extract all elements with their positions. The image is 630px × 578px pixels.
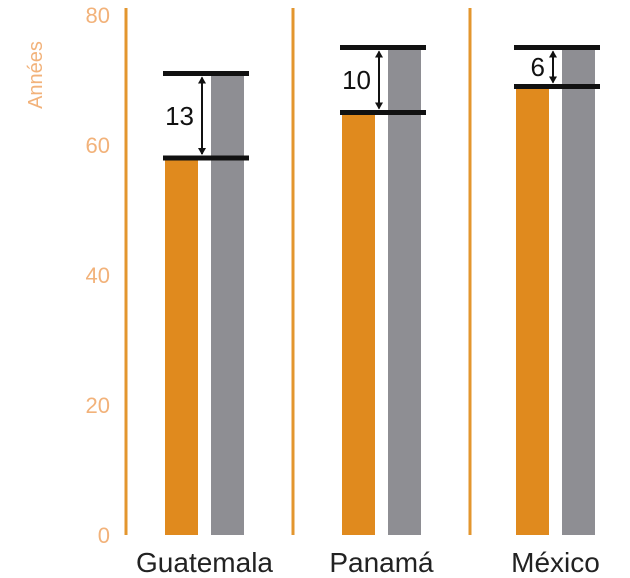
y-tick-label: 60	[86, 133, 110, 158]
gap-arrow-head-down	[549, 76, 557, 84]
gap-markers: 13 10 6	[163, 45, 600, 161]
y-tick-label: 20	[86, 393, 110, 418]
gap-label: 6	[531, 52, 545, 82]
category-label: Panamá	[329, 547, 434, 578]
bar-series-1	[342, 112, 375, 535]
category-label: México	[511, 547, 600, 578]
panel-separators	[124, 8, 472, 535]
gap-arrow-head-up	[375, 50, 383, 58]
y-tick-label: 40	[86, 263, 110, 288]
gap-arrow-head-down	[198, 148, 206, 155]
bar-series-2	[388, 47, 421, 535]
bar-series-2	[562, 47, 595, 535]
y-ticks: 0 20 40 60 80	[86, 3, 110, 548]
bars	[165, 47, 595, 535]
gap-arrow-head-down	[375, 102, 383, 110]
category-labels: Guatemala Panamá México	[136, 547, 600, 578]
gap-label: 13	[165, 101, 194, 131]
gap-label: 10	[342, 65, 371, 95]
y-tick-label: 80	[86, 3, 110, 28]
bar-series-1	[165, 158, 198, 535]
gap-arrow-head-up	[198, 76, 206, 84]
category-label: Guatemala	[136, 547, 273, 578]
y-axis-label: Années	[25, 41, 47, 109]
y-tick-label: 0	[98, 523, 110, 548]
bar-series-2	[211, 73, 244, 535]
gap-arrow-head-up	[549, 50, 557, 58]
bar-series-1	[516, 86, 549, 535]
